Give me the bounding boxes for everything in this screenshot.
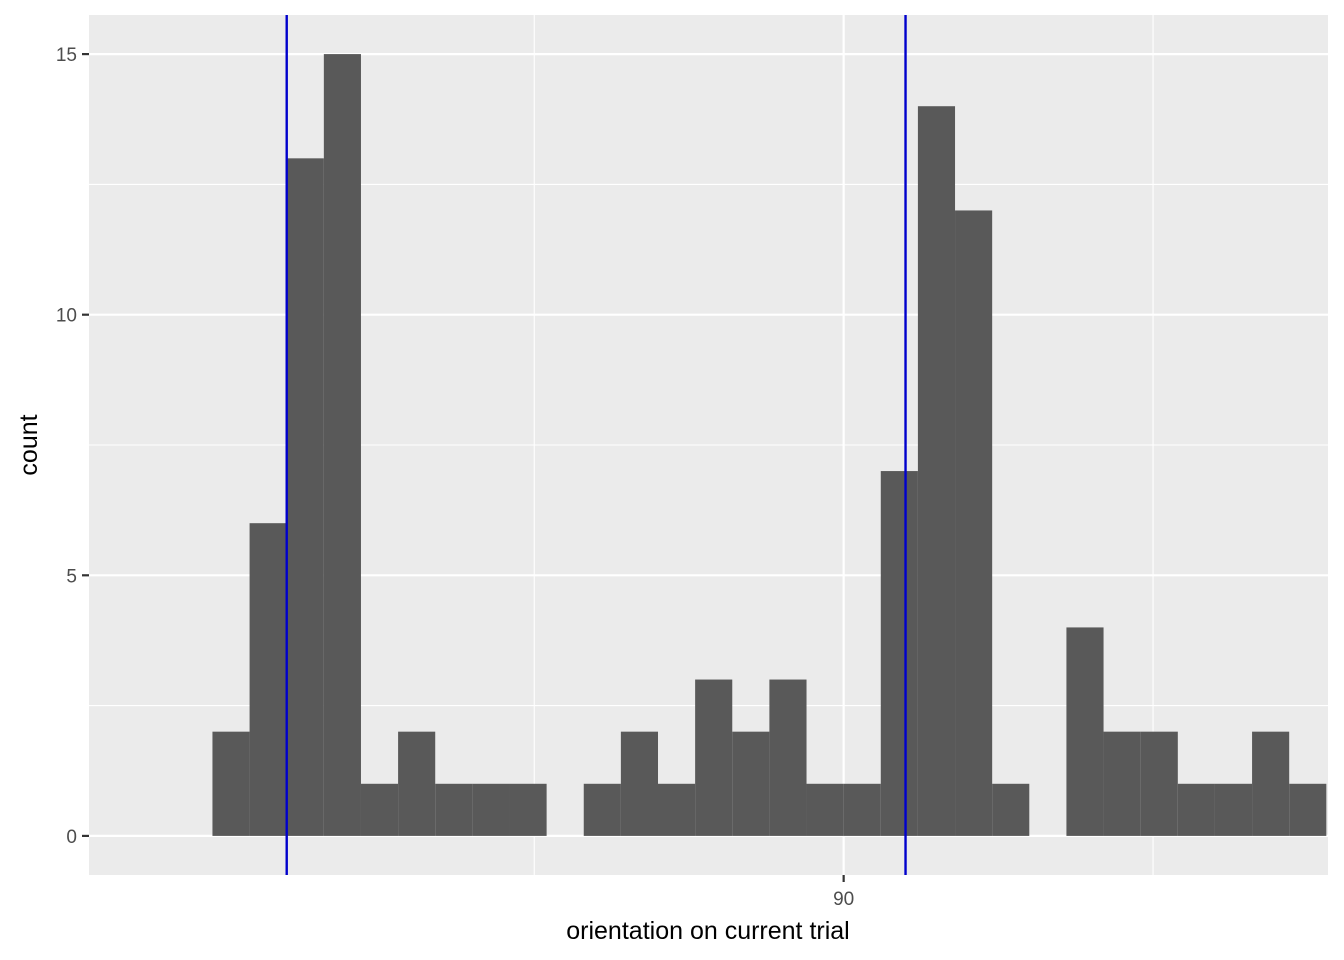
y-tick-label: 10 bbox=[56, 306, 77, 327]
reference-lines bbox=[285, 15, 907, 875]
y-axis: 0 5 10 15 bbox=[56, 45, 89, 848]
histogram-bar bbox=[1066, 627, 1104, 836]
histogram-bar bbox=[880, 471, 918, 836]
histogram-bar bbox=[917, 106, 956, 836]
histogram-bar bbox=[955, 210, 993, 836]
x-tick-label: 90 bbox=[833, 889, 854, 910]
histogram-bar bbox=[323, 54, 361, 836]
y-tick-label: 5 bbox=[66, 566, 77, 587]
y-tick-label: 0 bbox=[66, 827, 77, 848]
histogram-bar bbox=[1103, 731, 1141, 836]
histogram-bar bbox=[1252, 731, 1290, 836]
histogram-bar bbox=[732, 731, 770, 836]
histogram-bar bbox=[435, 783, 473, 836]
histogram-bar bbox=[1140, 731, 1178, 836]
y-tick-label: 15 bbox=[56, 45, 77, 66]
histogram-bar bbox=[509, 783, 547, 836]
histogram-bar bbox=[398, 731, 436, 836]
x-axis: 90 bbox=[833, 875, 854, 910]
histogram-bar bbox=[658, 783, 696, 836]
y-axis-title: count bbox=[15, 414, 43, 475]
histogram-bar bbox=[992, 783, 1030, 836]
histogram-bar bbox=[472, 783, 510, 836]
histogram-bar bbox=[1289, 783, 1327, 836]
histogram-bar bbox=[1177, 783, 1215, 836]
histogram-bar bbox=[583, 783, 621, 836]
bars bbox=[212, 54, 1327, 836]
histogram-bar bbox=[843, 783, 881, 836]
histogram-bar bbox=[249, 523, 287, 836]
histogram-bar bbox=[695, 679, 733, 836]
x-axis-title: orientation on current trial bbox=[566, 917, 849, 945]
histogram-bar bbox=[360, 783, 399, 836]
histogram-bar bbox=[769, 679, 807, 836]
histogram-bar bbox=[806, 783, 844, 836]
histogram-bar bbox=[620, 731, 659, 836]
histogram-bar bbox=[286, 158, 324, 836]
histogram-bar bbox=[212, 731, 250, 836]
histogram-bar bbox=[1214, 783, 1253, 836]
